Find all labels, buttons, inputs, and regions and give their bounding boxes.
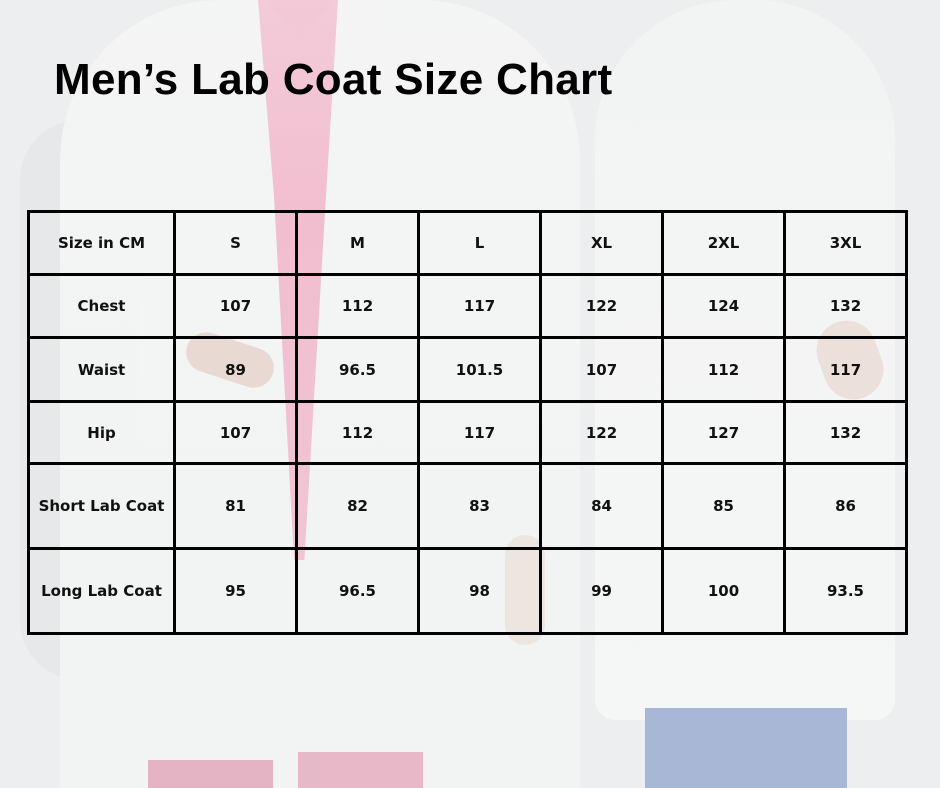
table-row: Short Lab Coat 81 82 83 84 85 86: [27, 462, 908, 550]
table-cell: 107: [173, 273, 298, 339]
table-cell: 98: [417, 547, 542, 635]
pink-pants-left: [148, 760, 273, 788]
row-label: Chest: [27, 273, 176, 339]
table-cell: 95: [173, 547, 298, 635]
table-cell: 81: [173, 462, 298, 550]
table-cell: 112: [295, 400, 420, 465]
table-cell: 122: [539, 273, 664, 339]
table-cell: 117: [417, 400, 542, 465]
page-title: Men’s Lab Coat Size Chart: [54, 55, 613, 104]
table-cell: 85: [661, 462, 786, 550]
table-cell: 99: [539, 547, 664, 635]
table-row: Waist 89 96.5 101.5 107 112 117: [27, 336, 908, 403]
table-row: Chest 107 112 117 122 124 132: [27, 273, 908, 339]
table-row: Long Lab Coat 95 96.5 98 99 100 93.5: [27, 547, 908, 635]
table-cell: 117: [417, 273, 542, 339]
table-cell: 107: [539, 336, 664, 403]
size-header: L: [417, 210, 542, 276]
table-cell: 84: [539, 462, 664, 550]
table-cell: 96.5: [295, 336, 420, 403]
table-cell: 132: [783, 273, 908, 339]
table-cell: 132: [783, 400, 908, 465]
size-header: XL: [539, 210, 664, 276]
blue-pants: [645, 708, 847, 788]
size-header: M: [295, 210, 420, 276]
table-row: Hip 107 112 117 122 127 132: [27, 400, 908, 465]
table-cell: 83: [417, 462, 542, 550]
table-cell: 127: [661, 400, 786, 465]
table-cell: 101.5: [417, 336, 542, 403]
table-cell: 93.5: [783, 547, 908, 635]
pink-pants-right: [298, 752, 423, 788]
size-header: 2XL: [661, 210, 786, 276]
row-label: Short Lab Coat: [27, 462, 176, 550]
table-cell: 112: [661, 336, 786, 403]
size-chart-table: Size in CM S M L XL 2XL 3XL Chest 107 11…: [27, 210, 908, 635]
table-cell: 96.5: [295, 547, 420, 635]
table-cell: 122: [539, 400, 664, 465]
table-cell: 86: [783, 462, 908, 550]
table-cell: 107: [173, 400, 298, 465]
table-cell: 82: [295, 462, 420, 550]
size-header: S: [173, 210, 298, 276]
corner-header: Size in CM: [27, 210, 176, 276]
size-header: 3XL: [783, 210, 908, 276]
table-cell: 100: [661, 547, 786, 635]
table-cell: 117: [783, 336, 908, 403]
table-cell: 112: [295, 273, 420, 339]
table-cell: 89: [173, 336, 298, 403]
row-label: Hip: [27, 400, 176, 465]
table-cell: 124: [661, 273, 786, 339]
header-row: Size in CM S M L XL 2XL 3XL: [27, 210, 908, 276]
row-label: Long Lab Coat: [27, 547, 176, 635]
row-label: Waist: [27, 336, 176, 403]
